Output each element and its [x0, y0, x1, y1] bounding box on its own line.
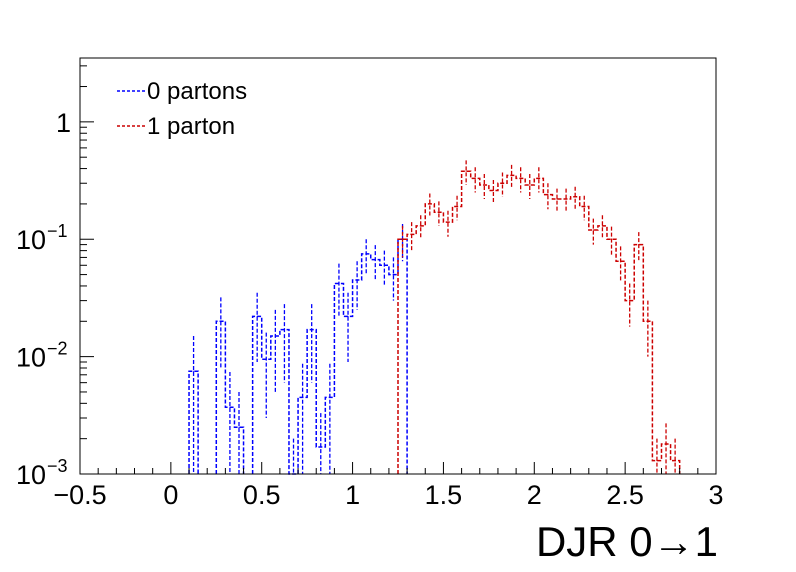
- series-1-bin-16: [547, 194, 549, 196]
- series-0-bin-19: [392, 274, 394, 276]
- series-1: [397, 160, 681, 474]
- legend-label-1-parton: 1 parton: [147, 113, 235, 140]
- series-1-bin-28: [656, 460, 658, 462]
- y-tick-exponent-0: −3: [47, 456, 68, 476]
- legend-label-0-partons: 0 partons: [147, 78, 247, 105]
- series-0-bin-15: [356, 279, 358, 281]
- series-0-bin-18: [383, 264, 385, 266]
- series-0-bin-11: [320, 446, 322, 448]
- series-1-bin-5: [447, 221, 449, 223]
- series-1-bin-25: [629, 300, 631, 302]
- series-1-bin-29: [665, 443, 667, 445]
- x-tick-label-2: 0.5: [243, 480, 281, 510]
- series-0-bin-1: [220, 320, 222, 322]
- series-1-bin-7: [465, 170, 467, 172]
- x-tick-label-5: 2: [527, 480, 542, 510]
- series-1-bin-10: [492, 190, 494, 192]
- x-tick-label-4: 1.5: [425, 480, 463, 510]
- series-1-bin-18: [565, 198, 567, 200]
- series-1-bin-15: [538, 177, 540, 179]
- series-1-bin-4: [438, 211, 440, 213]
- legend: 0 partons 1 parton: [117, 78, 247, 140]
- series-0-bin-10: [311, 329, 313, 331]
- series-1-bin-0: [402, 238, 404, 240]
- y-axis: 10 −310 −210 −11: [16, 65, 94, 490]
- series-0-bin-4: [256, 315, 258, 317]
- series-1-bin-12: [511, 174, 513, 176]
- y-tick-label-3: 1: [56, 108, 71, 138]
- x-axis-label: DJR 0→1: [536, 518, 718, 565]
- series-0-bin-0: [193, 370, 195, 372]
- series-1-bin-20: [583, 206, 585, 208]
- series-1-bin-23: [611, 238, 613, 240]
- series-1-bin-22: [601, 225, 603, 227]
- y-tick-label-1: 10: [16, 343, 46, 373]
- x-axis: −0.5 0 0.5 1 1.5 2 2.5 3: [53, 462, 724, 510]
- y-tick-exponent-1: −2: [47, 339, 68, 359]
- x-tick-label-3: 1: [345, 480, 360, 510]
- series-0-bin-7: [283, 329, 285, 331]
- series-1-bin-14: [529, 184, 531, 186]
- series-1-bin-9: [483, 184, 485, 186]
- series-1-bin-13: [520, 177, 522, 179]
- series-1-bin-6: [456, 206, 458, 208]
- series-1-bin-2: [420, 225, 422, 227]
- series-0-bin-12: [329, 396, 331, 398]
- series-0-bin-5: [265, 358, 267, 360]
- series-0-bin-17: [374, 259, 376, 261]
- x-tick-label-0: −0.5: [53, 480, 106, 510]
- series-1-histogram-outline: [397, 170, 681, 474]
- series-0: [188, 223, 408, 475]
- series-0-bin-14: [347, 315, 349, 317]
- series-1-bin-1: [411, 233, 413, 235]
- series-0-bin-6: [274, 335, 276, 337]
- x-tick-label-6: 2.5: [606, 480, 644, 510]
- series-0-bin-2: [229, 406, 231, 408]
- series-1-bin-19: [574, 196, 576, 198]
- y-tick-exponent-2: −1: [47, 221, 68, 241]
- series-1-bin-24: [620, 260, 622, 262]
- series-1-bin-30: [674, 460, 676, 462]
- series-0-bin-9: [302, 396, 304, 398]
- series-1-bin-3: [429, 203, 431, 205]
- series-0-bin-13: [338, 282, 340, 284]
- series-1-bin-21: [592, 229, 594, 231]
- y-tick-label-0: 10: [16, 460, 46, 490]
- series-1-bin-17: [556, 198, 558, 200]
- x-tick-label-1: 0: [163, 480, 178, 510]
- series-0-bin-16: [365, 253, 367, 255]
- y-tick-label-2: 10: [16, 225, 46, 255]
- histograms: [188, 160, 681, 475]
- series-1-bin-8: [474, 177, 476, 179]
- x-tick-label-7: 3: [708, 480, 723, 510]
- plot-frame: [79, 57, 717, 475]
- series-1-bin-11: [501, 182, 503, 184]
- series-0-bin-3: [238, 426, 240, 428]
- series-1-bin-26: [638, 244, 640, 246]
- series-1-bin-27: [647, 320, 649, 322]
